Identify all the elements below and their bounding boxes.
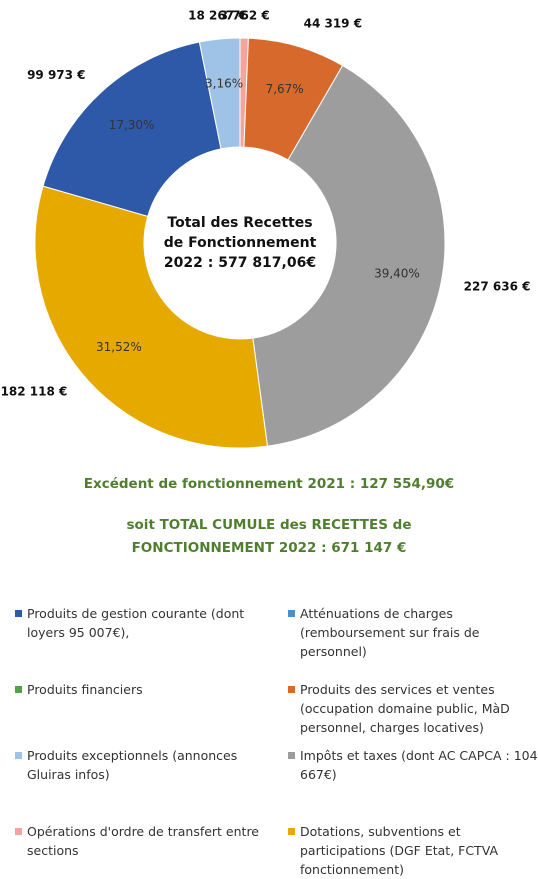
chart: 3 762 € 7,67% 44 319 € 39,40% 227 636 € 31,52… <box>1 9 531 449</box>
value-label: 182 118 € <box>1 384 68 398</box>
legend-label: Atténuations de charges (remboursement s… <box>300 606 480 659</box>
legend-swatch <box>15 752 22 759</box>
value-label: 227 636 € <box>464 280 531 294</box>
legend-swatch <box>15 828 22 835</box>
legend-swatch <box>288 686 295 693</box>
percent-label: 17,30% <box>109 118 155 132</box>
legend-item: Impôts et taxes (dont AC CAPCA : 104 667… <box>288 746 538 784</box>
value-label: 18 267 € <box>188 9 246 23</box>
legend-swatch <box>15 686 22 693</box>
center-label: de Fonctionnement <box>164 235 317 251</box>
legend-label: Opérations d'ordre de transfert entre se… <box>27 824 260 858</box>
total-label: FONCTIONNEMENT 2022 : 671 147 € <box>131 540 407 556</box>
legend-item: Produits exceptionnels (annonces Gluiras… <box>15 746 282 784</box>
donut-slice <box>42 41 222 217</box>
subtitle: Excédent de fonctionnement 2021 : 127 55… <box>83 476 455 492</box>
center-label: Total des Recettes <box>167 215 312 231</box>
legend-label: Produits financiers <box>27 682 143 697</box>
value-label: 3 762 € <box>220 9 270 23</box>
legend-item: Opérations d'ordre de transfert entre se… <box>15 822 282 860</box>
percent-label: 31,52% <box>96 340 142 354</box>
legend-item: Produits financiers <box>15 680 282 699</box>
legend-label: Produits des services et ventes (occupat… <box>300 682 510 735</box>
donut-slice <box>198 37 241 150</box>
value-label: 99 973 € <box>27 68 85 82</box>
percent-label: 7,67% <box>266 82 304 96</box>
total-label: soit TOTAL CUMULE des RECETTES de <box>126 517 412 533</box>
legend-swatch <box>288 828 295 835</box>
legend-swatch <box>288 752 295 759</box>
legend-label: Impôts et taxes (dont AC CAPCA : 104 667… <box>300 748 538 782</box>
legend-label: Dotations, subventions et participations… <box>300 824 498 877</box>
legend-label: Produits exceptionnels (annonces Gluiras… <box>27 748 238 782</box>
center-label: 2022 : 577 817,06€ <box>164 255 316 271</box>
percent-label: 39,40% <box>374 267 420 281</box>
legend-swatch <box>288 610 295 617</box>
legend-item: Atténuations de charges (remboursement s… <box>288 604 538 661</box>
legend-item: Produits des services et ventes (occupat… <box>288 680 538 737</box>
legend-item: Produits de gestion courante (dont loyer… <box>15 604 282 642</box>
donut-slice <box>252 64 446 447</box>
legend-swatch <box>15 610 22 617</box>
value-label: 44 319 € <box>304 17 362 31</box>
legend-item: Dotations, subventions et participations… <box>288 822 538 879</box>
donut-slice <box>34 185 269 449</box>
legend-label: Produits de gestion courante (dont loyer… <box>27 606 245 640</box>
percent-label: 3,16% <box>205 76 243 90</box>
